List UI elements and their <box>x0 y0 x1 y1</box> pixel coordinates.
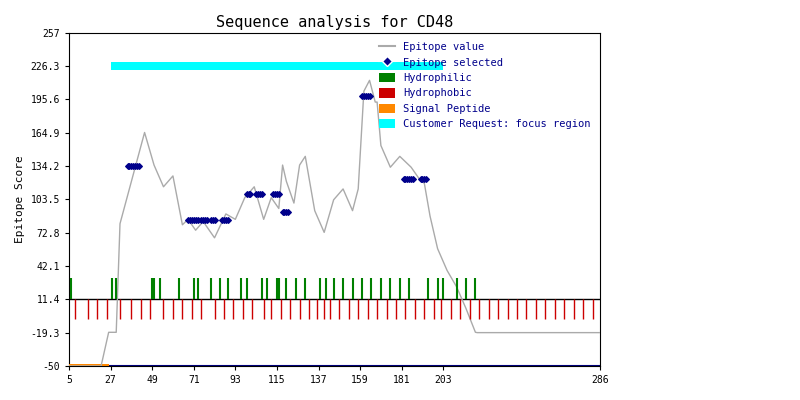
Point <box>130 163 143 169</box>
Point <box>198 217 211 224</box>
Point <box>397 176 410 182</box>
Point <box>416 176 429 182</box>
Point <box>401 176 414 182</box>
Title: Sequence analysis for CD48: Sequence analysis for CD48 <box>216 15 453 30</box>
Point <box>121 163 134 169</box>
Point <box>195 217 208 224</box>
Point <box>219 217 232 224</box>
Point <box>280 208 293 215</box>
Point <box>206 217 219 224</box>
Point <box>190 217 202 224</box>
Point <box>282 208 294 215</box>
Point <box>250 191 262 198</box>
Point <box>191 217 204 224</box>
Point <box>187 217 200 224</box>
Point <box>240 191 253 198</box>
Point <box>244 191 257 198</box>
Point <box>403 176 416 182</box>
Legend: Epitope value, Epitope selected, Hydrophilic, Hydrophobic, Signal Peptide, Custo: Epitope value, Epitope selected, Hydroph… <box>375 38 595 134</box>
Point <box>270 191 283 198</box>
Point <box>254 191 266 198</box>
Point <box>406 176 419 182</box>
Point <box>266 191 279 198</box>
Point <box>278 208 291 215</box>
Point <box>405 176 418 182</box>
Point <box>269 191 282 198</box>
Point <box>208 217 221 224</box>
Point <box>358 92 370 99</box>
Point <box>183 217 196 224</box>
Point <box>186 217 198 224</box>
Bar <box>69 364 109 368</box>
Point <box>197 217 210 224</box>
Point <box>255 191 268 198</box>
Point <box>273 191 286 198</box>
Point <box>201 217 214 224</box>
Point <box>123 163 136 169</box>
Point <box>359 92 372 99</box>
Point <box>133 163 146 169</box>
Point <box>252 191 265 198</box>
Point <box>216 217 229 224</box>
Point <box>182 217 194 224</box>
Bar <box>110 62 443 70</box>
Point <box>127 163 140 169</box>
Point <box>129 163 142 169</box>
Point <box>362 92 374 99</box>
Point <box>355 92 368 99</box>
Point <box>399 176 412 182</box>
Point <box>363 92 376 99</box>
Point <box>125 163 138 169</box>
Point <box>418 176 430 182</box>
Point <box>420 176 433 182</box>
Point <box>276 208 289 215</box>
Point <box>204 217 217 224</box>
Point <box>218 217 230 224</box>
Y-axis label: Epitope Score: Epitope Score <box>15 155 25 243</box>
Point <box>242 191 255 198</box>
Point <box>222 217 234 224</box>
Point <box>414 176 427 182</box>
